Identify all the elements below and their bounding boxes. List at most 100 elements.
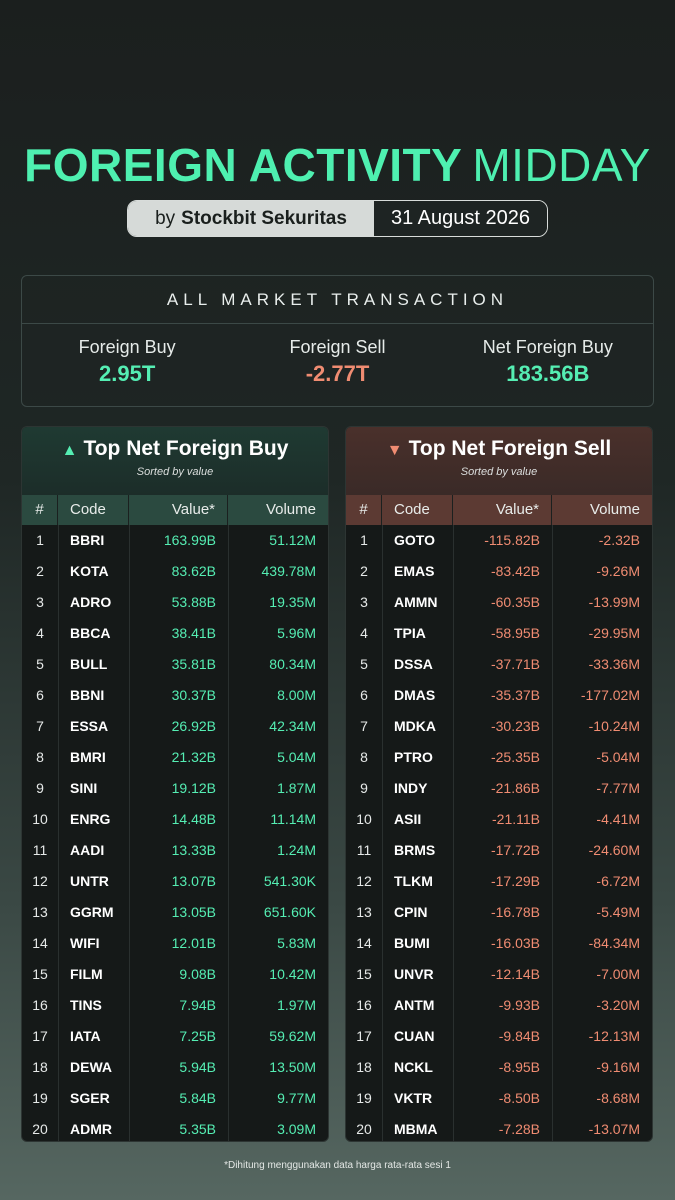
volume-cell: 10.42M — [269, 966, 316, 982]
summary-heading: ALL MARKET TRANSACTION — [22, 276, 653, 324]
table-row: 6 BBNI 30.37B 8.00M — [22, 680, 328, 711]
rank-cell: 6 — [360, 687, 368, 703]
volume-cell: 19.35M — [269, 594, 316, 610]
volume-cell: -6.72M — [596, 873, 640, 889]
stat-label: Net Foreign Buy — [482, 337, 613, 357]
volume-cell: 439.78M — [261, 563, 316, 579]
table-row: 10 ENRG 14.48B 11.14M — [22, 804, 328, 835]
volume-cell: 651.60K — [263, 904, 316, 920]
value-cell: 26.92B — [171, 718, 216, 734]
net-foreign-buy-stat: Net Foreign Buy 183.56B — [443, 324, 653, 407]
col-header-volume: Volume — [589, 501, 640, 518]
value-cell: 5.35B — [179, 1121, 216, 1137]
rank-cell: 13 — [356, 904, 372, 920]
report-date: 31 August 2026 — [374, 201, 547, 236]
volume-cell: -3.20M — [596, 997, 640, 1013]
title-bold: FOREIGN ACTIVITY — [24, 139, 463, 191]
value-cell: -30.23B — [490, 718, 540, 734]
stat-label: Foreign Buy — [78, 337, 176, 357]
code-cell: WIFI — [70, 935, 100, 951]
code-cell: DMAS — [394, 687, 436, 703]
rank-cell: 13 — [32, 904, 48, 920]
table-row: 9 SINI 19.12B 1.87M — [22, 773, 328, 804]
volume-cell: 3.09M — [277, 1121, 316, 1137]
value-cell: -25.35B — [490, 749, 540, 765]
value-cell: -8.50B — [498, 1090, 540, 1106]
volume-cell: -8.68M — [596, 1090, 640, 1106]
rank-cell: 9 — [36, 780, 44, 796]
rank-cell: 12 — [32, 873, 48, 889]
code-cell: ASII — [394, 811, 422, 827]
table-row: 19 SGER 5.84B 9.77M — [22, 1083, 328, 1114]
code-cell: TPIA — [394, 625, 426, 641]
value-cell: 13.07B — [171, 873, 216, 889]
rank-cell: 4 — [36, 625, 44, 641]
value-cell: -7.28B — [498, 1121, 540, 1137]
table-row: 7 ESSA 26.92B 42.34M — [22, 711, 328, 742]
table-row: 2 EMAS -83.42B -9.26M — [346, 556, 652, 587]
table-row: 16 ANTM -9.93B -3.20M — [346, 990, 652, 1021]
value-cell: 12.01B — [171, 935, 216, 951]
footnote: *Dihitung menggunakan data harga rata-ra… — [224, 1160, 451, 1171]
value-cell: 21.32B — [171, 749, 216, 765]
table-row: 20 ADMR 5.35B 3.09M — [22, 1114, 328, 1141]
rank-cell: 12 — [356, 873, 372, 889]
table-row: 7 MDKA -30.23B -10.24M — [346, 711, 652, 742]
up-triangle-icon: ▲ — [61, 442, 78, 459]
rank-cell: 14 — [32, 935, 48, 951]
volume-cell: -13.99M — [588, 594, 640, 610]
value-cell: 53.88B — [171, 594, 216, 610]
rank-cell: 3 — [36, 594, 44, 610]
value-cell: 14.48B — [171, 811, 216, 827]
code-cell: IATA — [70, 1028, 101, 1044]
table-row: 19 VKTR -8.50B -8.68M — [346, 1083, 652, 1114]
volume-cell: 59.62M — [269, 1028, 316, 1044]
table-row: 3 AMMN -60.35B -13.99M — [346, 587, 652, 618]
code-cell: FILM — [70, 966, 103, 982]
volume-cell: 42.34M — [269, 718, 316, 734]
panel-subtitle: Sorted by value — [460, 466, 538, 478]
code-cell: GOTO — [394, 532, 435, 548]
panel-title: Top Net Foreign Buy — [83, 437, 289, 460]
code-cell: BUMI — [394, 935, 430, 951]
table-row: 13 GGRM 13.05B 651.60K — [22, 897, 328, 928]
volume-cell: 5.04M — [277, 749, 316, 765]
rank-cell: 6 — [36, 687, 44, 703]
code-cell: MBMA — [394, 1121, 438, 1137]
page-title: FOREIGN ACTIVITY MIDDAY — [0, 138, 675, 192]
sell-table-body: 1 GOTO -115.82B -2.32B 2 EMAS -83.42B -9.26M 3 AM… — [346, 525, 652, 1141]
volume-cell: -29.95M — [588, 625, 640, 641]
table-row: 12 TLKM -17.29B -6.72M — [346, 866, 652, 897]
code-cell: CUAN — [394, 1028, 435, 1044]
rank-cell: 17 — [32, 1028, 48, 1044]
rank-cell: 11 — [356, 842, 372, 858]
code-cell: ANTM — [394, 997, 435, 1013]
rank-cell: 8 — [36, 749, 44, 765]
volume-cell: -9.16M — [596, 1059, 640, 1075]
volume-cell: -84.34M — [588, 935, 640, 951]
value-cell: -35.37B — [490, 687, 540, 703]
volume-cell: 80.34M — [269, 656, 316, 672]
volume-cell: 51.12M — [269, 532, 316, 548]
code-cell: SINI — [70, 780, 98, 796]
code-cell: ADMR — [70, 1121, 112, 1137]
volume-cell: -10.24M — [588, 718, 640, 734]
value-cell: 19.12B — [171, 780, 216, 796]
rank-cell: 2 — [36, 563, 44, 579]
market-summary: ALL MARKET TRANSACTION Foreign Buy 2.95T… — [21, 275, 654, 407]
rank-cell: 4 — [360, 625, 368, 641]
table-row: 15 UNVR -12.14B -7.00M — [346, 959, 652, 990]
code-cell: BMRI — [70, 749, 106, 765]
panel-header: ▲ Top Net Foreign Buy Sorted by value — [22, 427, 328, 495]
value-cell: -17.29B — [490, 873, 540, 889]
table-row: 16 TINS 7.94B 1.97M — [22, 990, 328, 1021]
col-header-volume: Volume — [265, 501, 316, 518]
value-cell: 5.84B — [179, 1090, 216, 1106]
value-cell: -16.78B — [490, 904, 540, 920]
volume-cell: -5.49M — [596, 904, 640, 920]
value-cell: 5.94B — [179, 1059, 216, 1075]
value-cell: -21.11B — [492, 811, 540, 827]
volume-cell: -7.00M — [596, 966, 640, 982]
code-cell: NCKL — [394, 1059, 433, 1075]
byline-brand: by Stockbit Sekuritas — [128, 201, 374, 236]
